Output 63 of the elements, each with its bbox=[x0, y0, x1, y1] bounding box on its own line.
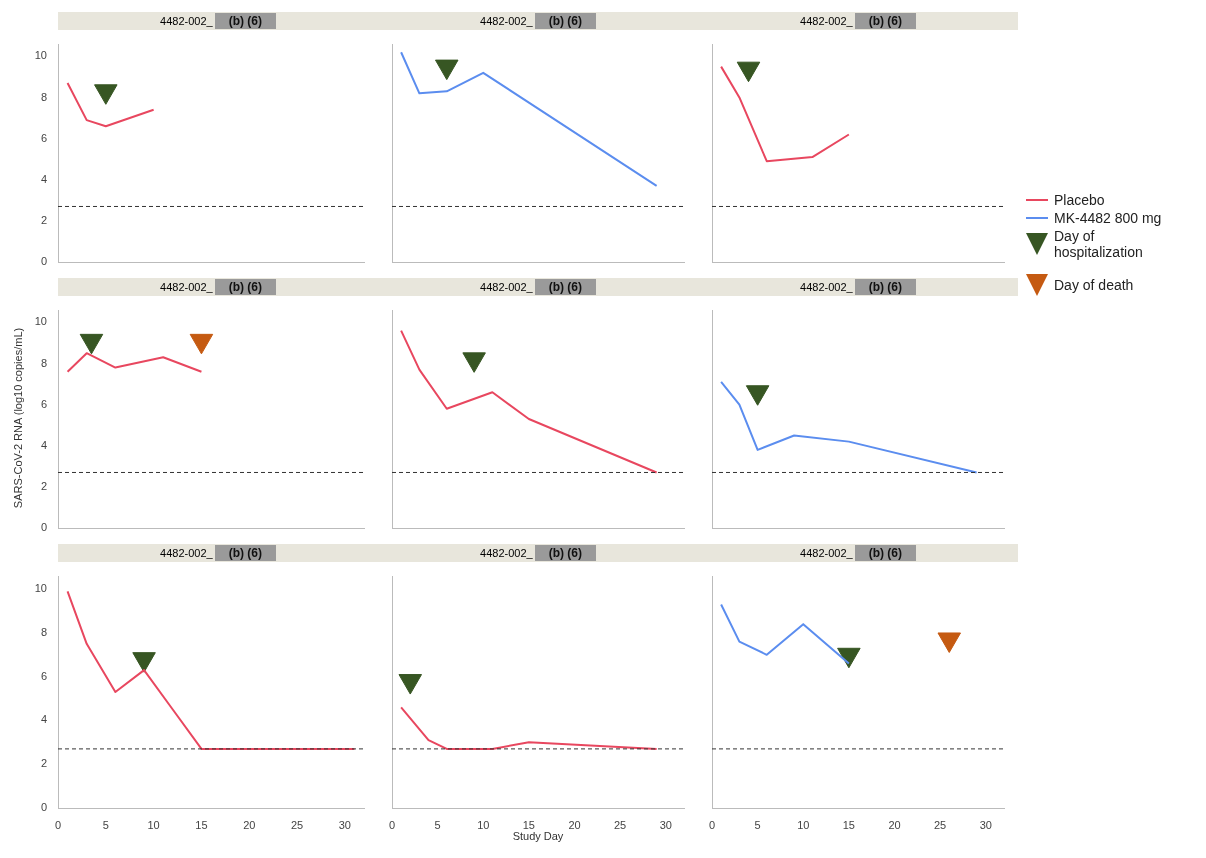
y-tick-label: 0 bbox=[40, 255, 47, 268]
chart-subtitle: (b) (6) bbox=[214, 545, 276, 561]
y-tick-label: 6 bbox=[40, 397, 47, 410]
x-tick-label: 30 bbox=[979, 818, 992, 831]
x-tick-label: 10 bbox=[147, 818, 160, 831]
y-tick-label: 8 bbox=[40, 625, 47, 638]
chart-title: 4482-002_ bbox=[800, 547, 853, 559]
chart-title: 4482-002_ bbox=[480, 281, 533, 293]
y-tick-label: 0 bbox=[40, 521, 47, 534]
chart-title: 4482-002_ bbox=[160, 281, 213, 293]
x-tick-label: 25 bbox=[934, 818, 947, 831]
y-tick-label: 2 bbox=[40, 479, 47, 492]
x-tick-label: 30 bbox=[659, 818, 672, 831]
y-tick-label: 2 bbox=[40, 213, 47, 226]
chart-title: 4482-002_ bbox=[480, 15, 533, 27]
legend-label: Day of death bbox=[1054, 277, 1135, 293]
x-axis-title: Study Day bbox=[511, 830, 565, 842]
y-tick-label: 0 bbox=[40, 801, 47, 814]
chart-subtitle: (b) (6) bbox=[214, 279, 276, 295]
chart-title: 4482-002_ bbox=[800, 281, 853, 293]
x-tick-label: 15 bbox=[522, 818, 535, 831]
y-tick-label: 4 bbox=[40, 172, 47, 185]
x-tick-label: 25 bbox=[614, 818, 627, 831]
y-tick-label: 4 bbox=[40, 713, 47, 726]
chart-subtitle: (b) (6) bbox=[854, 279, 916, 295]
y-tick-label: 8 bbox=[40, 90, 47, 103]
chart-title: 4482-002_ bbox=[160, 15, 213, 27]
x-tick-label: 10 bbox=[477, 818, 490, 831]
x-tick-label: 20 bbox=[888, 818, 901, 831]
x-tick-label: 20 bbox=[568, 818, 581, 831]
x-tick-label: 15 bbox=[195, 818, 208, 831]
y-tick-label: 8 bbox=[40, 356, 47, 369]
x-tick-label: 5 bbox=[102, 818, 109, 831]
chart-subtitle: (b) (6) bbox=[534, 279, 596, 295]
x-tick-label: 20 bbox=[243, 818, 256, 831]
y-tick-label: 6 bbox=[40, 669, 47, 682]
y-tick-label: 10 bbox=[34, 49, 47, 62]
chart-subtitle: (b) (6) bbox=[214, 13, 276, 29]
legend-label: Day of hospitalization bbox=[1054, 228, 1144, 260]
x-tick-label: 10 bbox=[797, 818, 810, 831]
legend-label: Placebo bbox=[1054, 192, 1106, 208]
x-tick-label: 5 bbox=[434, 818, 441, 831]
x-tick-label: 15 bbox=[842, 818, 855, 831]
chart-title: 4482-002_ bbox=[800, 15, 853, 27]
x-tick-label: 0 bbox=[388, 818, 396, 831]
y-tick-label: 6 bbox=[40, 131, 47, 144]
y-tick-label: 10 bbox=[34, 315, 47, 328]
chart-title: 4482-002_ bbox=[480, 547, 533, 559]
chart-subtitle: (b) (6) bbox=[534, 545, 596, 561]
x-tick-label: 30 bbox=[338, 818, 351, 831]
chart-subtitle: (b) (6) bbox=[854, 13, 916, 29]
y-tick-label: 10 bbox=[34, 582, 47, 595]
y-axis-title: SARS-CoV-2 RNA (log10 copies/mL) bbox=[12, 327, 24, 509]
x-tick-label: 0 bbox=[708, 818, 716, 831]
chart-title: 4482-002_ bbox=[160, 547, 213, 559]
y-tick-label: 4 bbox=[40, 438, 47, 451]
chart-subtitle: (b) (6) bbox=[534, 13, 596, 29]
legend-label: MK-4482 800 mg bbox=[1054, 210, 1163, 226]
y-tick-label: 2 bbox=[40, 757, 47, 770]
x-tick-label: 5 bbox=[754, 818, 761, 831]
x-tick-label: 0 bbox=[54, 818, 62, 831]
chart-subtitle: (b) (6) bbox=[854, 545, 916, 561]
x-tick-label: 25 bbox=[290, 818, 304, 831]
